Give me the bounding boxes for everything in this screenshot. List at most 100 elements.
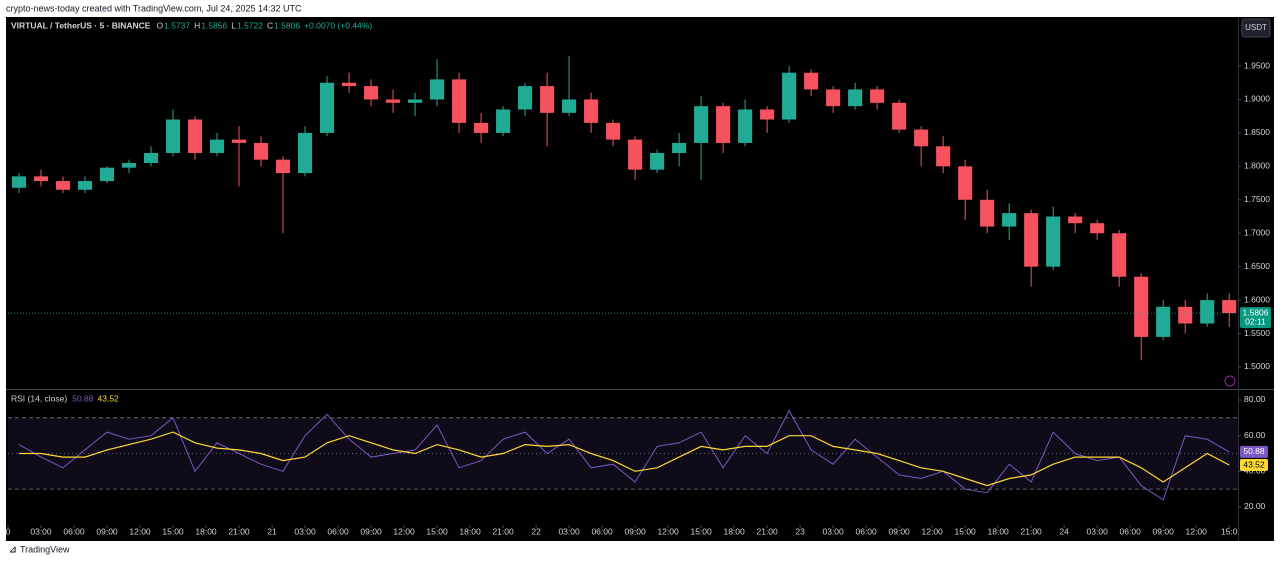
candle-body [760, 109, 775, 120]
candle-body [121, 163, 137, 168]
x-tick-label: 06:00 [855, 526, 877, 536]
x-tick-label: 03:00 [30, 526, 52, 536]
x-tick-label: 06:00 [327, 526, 349, 536]
x-tick-label: 12:00 [129, 526, 151, 536]
candle-body [1046, 216, 1061, 267]
y-tick-label: 80.00 [1244, 394, 1266, 404]
candle-body [716, 106, 731, 143]
x-tick-label: 21:00 [492, 526, 514, 536]
indicator-axis-value: 50.88 [1243, 446, 1265, 456]
footer-brand: TradingView [20, 544, 70, 554]
candle-body [342, 82, 357, 87]
x-tick-label: 09:00 [96, 526, 118, 536]
candle-body [914, 129, 929, 147]
x-tick-label: 12:00 [922, 526, 944, 536]
candle-body [99, 167, 115, 182]
ohlc-label: O [156, 20, 163, 30]
indicator-value: 50.88 [72, 393, 94, 403]
candle-body [650, 152, 665, 170]
candle-body [320, 82, 335, 133]
candle-body [408, 99, 423, 103]
currency-button-label[interactable]: USDT [1245, 23, 1267, 32]
candle-body [143, 152, 159, 164]
x-tick-label: 15:00 [162, 526, 184, 536]
candle-body [1090, 223, 1105, 234]
x-tick-label: 21:00 [756, 526, 778, 536]
candle-body [430, 79, 445, 100]
x-tick-label: 22 [531, 526, 541, 536]
symbol-title: VIRTUAL / TetherUS · 5 · BINANCE [11, 20, 151, 30]
y-tick-label: 20.00 [1244, 501, 1266, 511]
candle-body [694, 106, 709, 143]
x-tick-label: 18:00 [988, 526, 1010, 536]
ohlc-label: L [231, 20, 236, 30]
y-tick-label: 1.7000 [1244, 227, 1270, 237]
candle-body [165, 119, 181, 153]
x-tick-label: 15:00 [426, 526, 448, 536]
y-tick-label: 1.7500 [1244, 194, 1270, 204]
candle-body [386, 99, 401, 103]
candle-body [1156, 306, 1171, 337]
ohlc-value: 1.5856 [201, 20, 227, 30]
candle-body [980, 199, 995, 227]
candle-body [474, 122, 489, 133]
candle-body [1200, 300, 1215, 324]
candle-body [958, 166, 973, 200]
banner: crypto-news-today created with TradingVi… [6, 3, 302, 13]
last-price-box [1240, 307, 1271, 329]
candle-body [231, 139, 247, 143]
y-tick-label: 1.5000 [1244, 361, 1270, 371]
candle-body [209, 139, 225, 153]
x-tick-label: 06:00 [1120, 526, 1142, 536]
candle-body [628, 139, 643, 170]
candle-body [55, 181, 71, 190]
footer-logo: ⊿ [9, 544, 17, 554]
candle-body [1222, 300, 1237, 314]
indicator-value: 43.52 [98, 393, 120, 403]
rsi-line [18, 409, 1230, 501]
candle-body [870, 89, 885, 103]
indicator-axis-value: 43.52 [1243, 459, 1265, 469]
candle-body [540, 86, 555, 113]
candle-body [782, 72, 797, 120]
candle-body [452, 79, 467, 123]
alert-icon[interactable] [1224, 375, 1236, 387]
y-tick-label: 60.00 [1244, 430, 1266, 440]
last-price-label: 1.5806 [1243, 307, 1269, 317]
x-tick-label: 03:00 [558, 526, 580, 536]
y-tick-label: 1.5500 [1244, 328, 1270, 338]
x-tick-label: 12:00 [1186, 526, 1208, 536]
x-tick-label: 06:00 [591, 526, 613, 536]
x-tick-label: 15:00 [690, 526, 712, 536]
candle-body [1068, 216, 1083, 224]
candle-body [11, 176, 27, 188]
x-tick-label: 21:00 [228, 526, 250, 536]
y-tick-label: 1.6500 [1244, 261, 1270, 271]
indicator-value-box [1240, 445, 1268, 458]
indicator-value-box [1240, 459, 1268, 472]
ohlc-value: 1.5737 [164, 20, 190, 30]
ohlc-label: C [267, 20, 273, 30]
x-tick-label: 21 [267, 526, 277, 536]
candle-body [606, 122, 621, 140]
ohlc-label: H [194, 20, 200, 30]
countdown-label: 02:11 [1245, 316, 1266, 326]
candle-body [1178, 306, 1193, 324]
y-tick-label: 1.9500 [1244, 60, 1270, 70]
candle-body [518, 86, 533, 110]
candle-body [254, 142, 269, 160]
currency-button[interactable] [1241, 18, 1271, 38]
y-tick-label: 1.9000 [1244, 94, 1270, 104]
rsi-line [19, 431, 1230, 487]
candle-body [187, 119, 203, 153]
x-tick-label: 09:00 [1153, 526, 1175, 536]
candle-body [562, 99, 577, 113]
x-tick-label: 23 [795, 526, 805, 536]
candle-body [298, 132, 313, 174]
x-tick-label: 03:00 [1087, 526, 1109, 536]
x-tick-label: 15:00 [955, 526, 977, 536]
x-tick-label: 15:0 [1221, 526, 1238, 536]
candle-body [496, 109, 511, 133]
ohlc-value: 1.5806 [274, 20, 300, 30]
